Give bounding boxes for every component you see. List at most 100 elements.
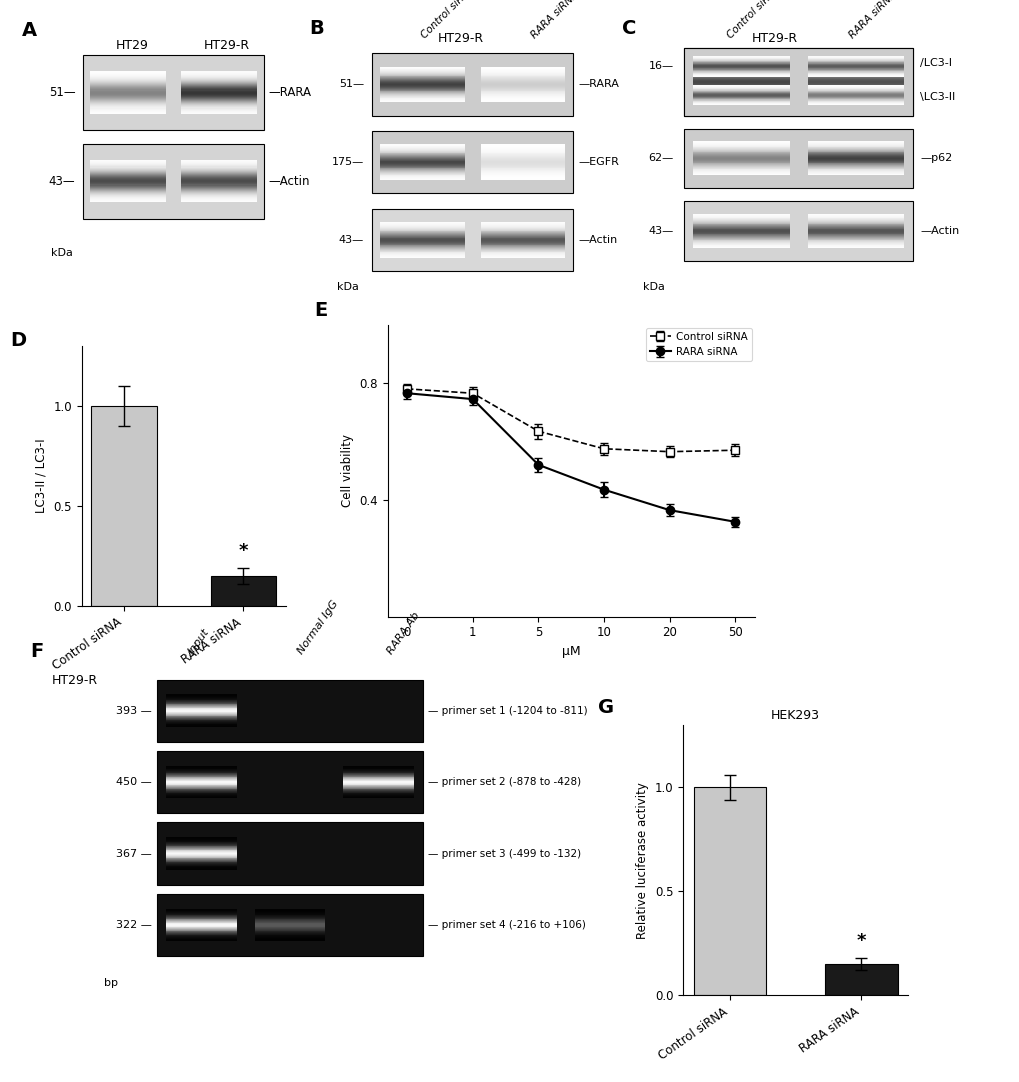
Bar	[481, 228, 565, 229]
Bar	[481, 162, 565, 163]
Bar	[380, 223, 465, 224]
Bar	[380, 232, 465, 233]
Bar	[380, 95, 465, 96]
Text: 393 —: 393 —	[116, 705, 152, 716]
Bar	[380, 154, 465, 155]
Bar	[180, 182, 257, 183]
Bar	[380, 163, 465, 164]
Bar	[380, 156, 465, 157]
Bar	[166, 853, 236, 854]
Bar	[342, 769, 414, 771]
Bar	[166, 923, 236, 924]
Bar	[90, 77, 166, 78]
Bar	[380, 240, 465, 241]
Bar	[481, 173, 565, 174]
Bar	[166, 857, 236, 858]
Bar	[342, 795, 414, 796]
Bar	[166, 717, 236, 718]
Bar	[90, 182, 166, 183]
Bar	[807, 97, 903, 98]
Text: kDa: kDa	[51, 248, 72, 259]
Bar	[481, 247, 565, 248]
Text: 62—: 62—	[648, 154, 674, 163]
Bar	[481, 229, 565, 230]
Bar	[380, 227, 465, 228]
Bar	[342, 789, 414, 790]
Bar	[380, 149, 465, 150]
Bar	[693, 92, 789, 93]
Bar	[380, 225, 465, 226]
Bar	[481, 177, 565, 179]
Bar	[380, 76, 465, 77]
Bar	[342, 794, 414, 795]
Bar	[255, 938, 325, 939]
Bar	[90, 183, 166, 184]
Bar	[90, 80, 166, 81]
Bar	[166, 932, 236, 933]
Bar	[380, 151, 465, 153]
Bar	[166, 766, 236, 767]
Bar	[380, 236, 465, 237]
Bar	[180, 100, 257, 101]
Bar	[166, 869, 236, 870]
Text: 51—: 51—	[338, 79, 364, 90]
Bar	[481, 230, 565, 232]
Bar	[807, 89, 903, 91]
Bar	[481, 237, 565, 238]
Bar	[481, 100, 565, 101]
Bar	[380, 93, 465, 94]
Bar	[481, 255, 565, 256]
Bar	[255, 928, 325, 929]
Bar	[342, 779, 414, 780]
Bar	[807, 82, 903, 83]
Bar	[342, 786, 414, 787]
Bar	[90, 81, 166, 82]
Bar	[380, 159, 465, 160]
Bar	[166, 697, 236, 698]
Bar	[166, 714, 236, 715]
Text: D: D	[10, 331, 26, 349]
Text: 16—: 16—	[648, 62, 674, 71]
Bar	[166, 795, 236, 796]
Bar	[481, 226, 565, 227]
Bar	[255, 927, 325, 928]
Bar	[693, 75, 789, 76]
Bar	[166, 779, 236, 780]
Bar	[342, 794, 414, 796]
Bar	[255, 937, 325, 939]
Bar	[481, 148, 565, 149]
Bar	[166, 787, 236, 788]
Bar	[380, 237, 465, 238]
Bar	[166, 844, 236, 845]
Bar	[166, 775, 236, 776]
Bar	[481, 81, 565, 82]
Bar	[180, 180, 257, 182]
Bar	[90, 168, 166, 169]
Bar	[166, 933, 236, 934]
Bar	[166, 777, 236, 778]
Bar	[90, 71, 166, 72]
Bar	[481, 227, 565, 228]
Bar	[481, 254, 565, 255]
Bar	[90, 108, 166, 109]
Bar	[807, 92, 903, 93]
Bar	[255, 928, 325, 929]
Bar	[166, 909, 236, 910]
Bar	[693, 98, 789, 100]
Bar	[90, 78, 166, 79]
Bar	[380, 84, 465, 85]
Bar	[180, 181, 257, 183]
Bar	[180, 88, 257, 89]
Bar	[90, 94, 166, 96]
Bar	[342, 770, 414, 771]
Bar	[693, 76, 789, 77]
Bar	[380, 235, 465, 236]
Bar	[380, 170, 465, 171]
Bar	[90, 174, 166, 175]
Bar	[166, 707, 236, 708]
Bar	[380, 145, 465, 146]
Bar	[90, 171, 166, 172]
Bar	[255, 932, 325, 933]
Bar	[380, 74, 465, 75]
Bar	[90, 196, 166, 197]
